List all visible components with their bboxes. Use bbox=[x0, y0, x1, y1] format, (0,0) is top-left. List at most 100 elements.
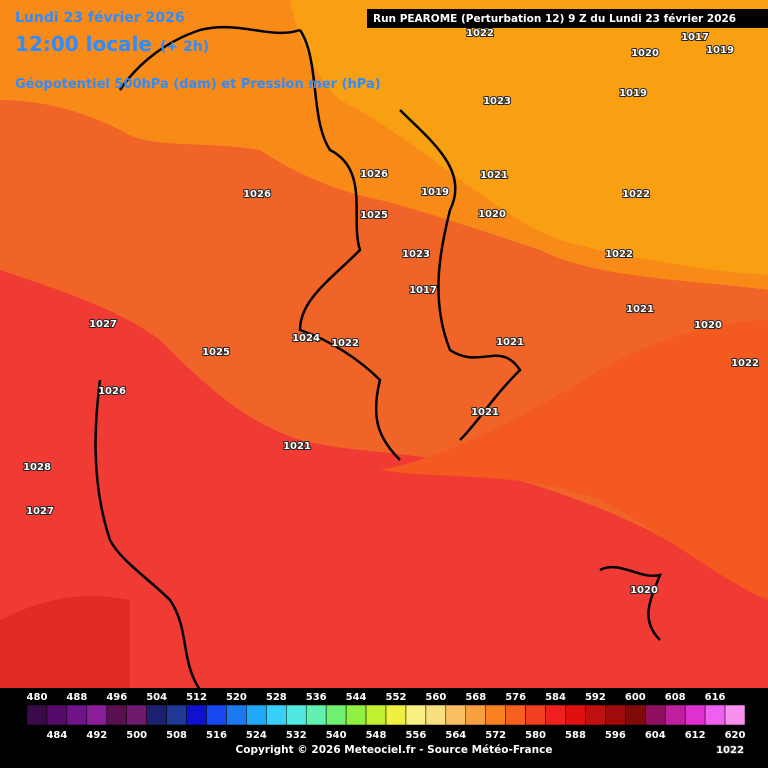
legend-swatch bbox=[66, 704, 88, 726]
legend-swatch bbox=[585, 704, 606, 726]
legend-swatch bbox=[445, 704, 467, 726]
legend-label: 608 bbox=[665, 692, 686, 703]
legend-label: 488 bbox=[66, 692, 87, 703]
legend-swatch bbox=[525, 704, 546, 726]
legend-label: 516 bbox=[206, 730, 227, 741]
legend-label: 544 bbox=[346, 692, 367, 703]
isobar-label: 1021 bbox=[471, 407, 499, 418]
legend-swatch bbox=[625, 704, 646, 726]
legend-swatch bbox=[246, 704, 267, 726]
legend-label: 496 bbox=[106, 692, 127, 703]
isobar-label: 1023 bbox=[483, 96, 511, 107]
isobar-label: 1021 bbox=[283, 441, 311, 452]
legend-label: 556 bbox=[405, 730, 426, 741]
legend-swatch bbox=[325, 704, 347, 726]
legend-swatch bbox=[724, 704, 746, 726]
legend-swatch bbox=[26, 704, 48, 726]
isobar-label: 1021 bbox=[480, 170, 508, 181]
isobar-label: 1025 bbox=[360, 210, 388, 221]
legend-swatch bbox=[545, 704, 566, 726]
zone-orange-east bbox=[380, 320, 768, 600]
legend-background bbox=[0, 688, 768, 768]
legend-label: 596 bbox=[605, 730, 626, 741]
legend-swatch bbox=[365, 704, 387, 726]
legend-label: 536 bbox=[306, 692, 327, 703]
legend-label: 580 bbox=[525, 730, 546, 741]
legend-label: 520 bbox=[226, 692, 247, 703]
legend-swatch bbox=[186, 704, 207, 726]
legend-swatch bbox=[664, 704, 686, 726]
legend-label: 584 bbox=[545, 692, 566, 703]
legend-swatch bbox=[605, 704, 626, 726]
legend-swatch bbox=[704, 704, 726, 726]
legend-label: 484 bbox=[46, 730, 67, 741]
legend-label: 540 bbox=[326, 730, 347, 741]
legend-swatch bbox=[385, 704, 407, 726]
isobar-label: 1017 bbox=[409, 285, 437, 296]
copyright: Copyright © 2026 Meteociel.fr - Source M… bbox=[236, 744, 553, 756]
isobar-label: 1022 bbox=[731, 358, 759, 369]
subtitle: Géopotentiel 500hPa (dam) et Pression me… bbox=[15, 77, 381, 92]
isobar-label: 1023 bbox=[402, 249, 430, 260]
legend-swatch bbox=[425, 704, 447, 726]
legend-label: 492 bbox=[86, 730, 107, 741]
legend-swatch bbox=[565, 704, 586, 726]
legend-label: 588 bbox=[565, 730, 586, 741]
legend-label: 508 bbox=[166, 730, 187, 741]
legend-swatch bbox=[146, 704, 167, 726]
isobar-label: 1027 bbox=[26, 506, 54, 517]
legend-label: 532 bbox=[286, 730, 307, 741]
legend-swatch bbox=[485, 704, 506, 726]
isobar-label: 1019 bbox=[421, 187, 449, 198]
legend-label: 604 bbox=[645, 730, 666, 741]
legend-label: 500 bbox=[126, 730, 147, 741]
legend-swatch bbox=[86, 704, 108, 726]
legend-swatch bbox=[206, 704, 227, 726]
legend-label: 528 bbox=[266, 692, 287, 703]
time-offset: (+ 2h) bbox=[160, 39, 209, 55]
legend-swatch bbox=[286, 704, 307, 726]
isobar-label: 1027 bbox=[89, 319, 117, 330]
isobar-label: 1028 bbox=[23, 462, 51, 473]
isobar-label: 1022 bbox=[466, 28, 494, 39]
legend-label: 480 bbox=[27, 692, 48, 703]
legend-swatch bbox=[266, 704, 287, 726]
legend-label: 612 bbox=[685, 730, 706, 741]
isobar-label: 1019 bbox=[706, 45, 734, 56]
legend-label: 620 bbox=[725, 730, 746, 741]
isobar-label: 1026 bbox=[243, 189, 271, 200]
legend-swatch bbox=[645, 704, 666, 726]
legend-label: 616 bbox=[705, 692, 726, 703]
legend-label: 564 bbox=[445, 730, 466, 741]
isobar-label: 1024 bbox=[292, 333, 320, 344]
legend-label: 524 bbox=[246, 730, 267, 741]
legend-swatch bbox=[106, 704, 127, 726]
coastline bbox=[94, 25, 663, 691]
legend-swatch bbox=[166, 704, 187, 726]
isobar-label: 1025 bbox=[202, 347, 230, 358]
legend-label: 504 bbox=[146, 692, 167, 703]
legend-label: 592 bbox=[585, 692, 606, 703]
legend-swatch bbox=[226, 704, 247, 726]
legend-swatch bbox=[305, 704, 327, 726]
run-box bbox=[367, 9, 768, 28]
legend-label: 600 bbox=[625, 692, 646, 703]
isobar-label: 1026 bbox=[360, 169, 388, 180]
legend-label: 548 bbox=[366, 730, 387, 741]
legend-swatch bbox=[505, 704, 526, 726]
isobar-label: 1021 bbox=[626, 304, 654, 315]
zone-red bbox=[0, 270, 768, 768]
local-time: 12:00 locale bbox=[15, 32, 152, 56]
run-info: Run PEAROME (Perturbation 12) 9 Z du Lun… bbox=[373, 13, 736, 25]
legend-swatch bbox=[345, 704, 367, 726]
legend-label: 576 bbox=[505, 692, 526, 703]
legend-swatch bbox=[46, 704, 68, 726]
legend-swatch bbox=[126, 704, 147, 726]
isobar-label: 1026 bbox=[98, 386, 126, 397]
legend-swatch bbox=[465, 704, 486, 726]
legend-label: 512 bbox=[186, 692, 207, 703]
isobar-label: 1022 bbox=[716, 745, 744, 756]
isobar-label: 1020 bbox=[631, 48, 659, 59]
isobar-label: 1022 bbox=[331, 338, 359, 349]
